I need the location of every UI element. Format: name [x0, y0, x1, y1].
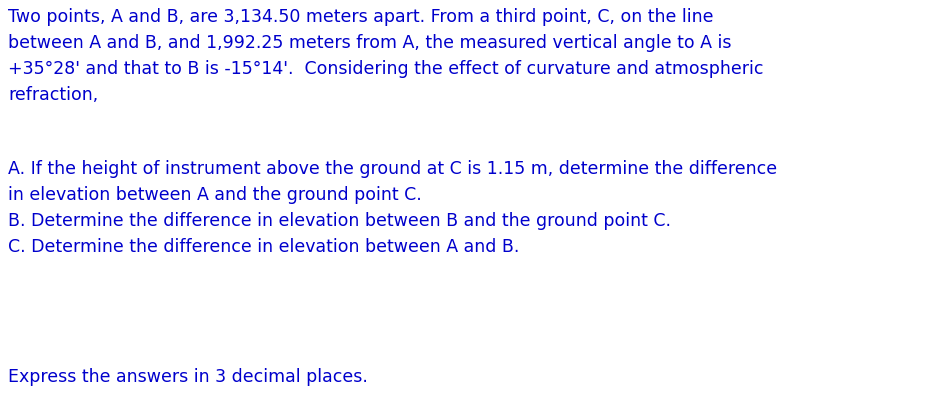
Text: Two points, A and B, are 3,134.50 meters apart. From a third point, C, on the li: Two points, A and B, are 3,134.50 meters… — [8, 8, 712, 26]
Text: Express the answers in 3 decimal places.: Express the answers in 3 decimal places. — [8, 368, 368, 386]
Text: B. Determine the difference in elevation between B and the ground point C.: B. Determine the difference in elevation… — [8, 212, 670, 230]
Text: between A and B, and 1,992.25 meters from A, the measured vertical angle to A is: between A and B, and 1,992.25 meters fro… — [8, 34, 731, 52]
Text: in elevation between A and the ground point C.: in elevation between A and the ground po… — [8, 186, 421, 204]
Text: refraction,: refraction, — [8, 86, 98, 104]
Text: A. If the height of instrument above the ground at C is 1.15 m, determine the di: A. If the height of instrument above the… — [8, 160, 776, 178]
Text: C. Determine the difference in elevation between A and B.: C. Determine the difference in elevation… — [8, 238, 519, 256]
Text: +35°28' and that to B is -15°14'.  Considering the effect of curvature and atmos: +35°28' and that to B is -15°14'. Consid… — [8, 60, 763, 78]
